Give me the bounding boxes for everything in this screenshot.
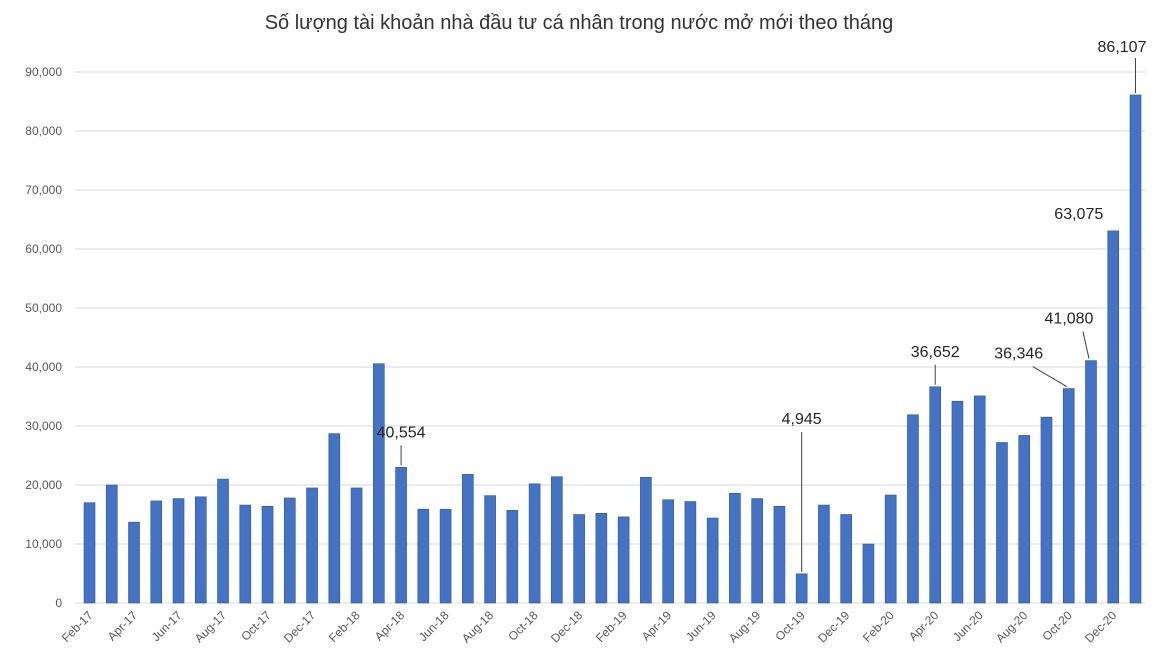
bar	[640, 477, 652, 604]
bar	[706, 517, 719, 604]
bar	[929, 386, 942, 604]
bar	[973, 395, 986, 604]
y-tick-label: 70,000	[25, 183, 62, 197]
x-tick-label: Aug-20	[993, 608, 1030, 645]
bar	[840, 514, 852, 604]
bar	[261, 505, 274, 604]
bar	[884, 494, 897, 604]
bar	[1107, 230, 1120, 604]
bar	[573, 514, 585, 604]
bar	[551, 476, 563, 604]
bar	[350, 487, 363, 604]
bar	[128, 521, 140, 604]
bar	[239, 504, 252, 604]
x-tick-label: Apr-20	[906, 608, 942, 644]
chart-title: Số lượng tài khoản nhà đầu tư cá nhân tr…	[264, 12, 894, 34]
x-tick-label: Dec-17	[281, 608, 318, 645]
bar	[194, 496, 207, 604]
x-tick-label: Aug-18	[459, 608, 496, 645]
x-tick-label: Feb-19	[593, 608, 630, 645]
x-tick-label: Apr-19	[639, 608, 675, 644]
leader-line	[1082, 331, 1090, 359]
y-tick-label: 90,000	[25, 65, 62, 79]
bar	[439, 508, 452, 604]
x-tick-label: Oct-18	[505, 608, 541, 644]
bar	[373, 363, 385, 604]
y-tick-label: 10,000	[25, 537, 62, 551]
bar	[773, 505, 786, 604]
bar	[306, 487, 318, 604]
y-tick-label: 60,000	[25, 242, 62, 256]
data-label: 40,554	[377, 424, 426, 441]
data-label: 86,107	[1098, 39, 1147, 56]
x-tick-label: Aug-17	[192, 608, 229, 645]
x-tick-label: Aug-19	[726, 608, 763, 645]
bar	[484, 495, 496, 604]
y-tick-label: 50,000	[25, 301, 62, 315]
x-tick-label: Dec-20	[1082, 608, 1119, 645]
bar	[907, 414, 919, 604]
bar	[617, 516, 630, 604]
data-label: 36,346	[994, 346, 1043, 363]
bar	[951, 400, 964, 604]
bar	[328, 433, 341, 604]
bar	[996, 442, 1008, 604]
bar	[795, 573, 808, 604]
x-tick-label: Apr-18	[372, 608, 408, 644]
x-tick-label: Oct-17	[238, 608, 274, 644]
x-tick-label: Feb-17	[59, 608, 96, 645]
data-label: 41,080	[1045, 311, 1094, 328]
y-tick-label: 0	[55, 596, 62, 610]
bar	[684, 501, 697, 604]
bar	[662, 499, 674, 604]
bar	[506, 510, 519, 604]
bar	[528, 483, 541, 604]
y-tick-label: 80,000	[25, 124, 62, 138]
data-label: 63,075	[1054, 206, 1103, 223]
bar	[283, 497, 296, 604]
y-tick-label: 20,000	[25, 478, 62, 492]
x-tick-label: Dec-19	[815, 608, 852, 645]
bar	[862, 543, 875, 604]
x-tick-label: Jun-17	[149, 608, 185, 644]
bar	[172, 498, 185, 604]
x-tick-label: Oct-19	[772, 608, 808, 644]
x-tick-label: Apr-17	[105, 608, 141, 644]
leader-line	[1032, 366, 1067, 387]
bar	[1085, 360, 1097, 604]
bar	[751, 498, 763, 604]
bar	[1062, 388, 1075, 604]
bar	[150, 500, 163, 604]
bar	[83, 502, 96, 604]
bar	[1018, 435, 1031, 604]
bar	[1129, 94, 1142, 604]
bar	[729, 492, 741, 604]
y-tick-label: 30,000	[25, 419, 62, 433]
bar	[395, 466, 407, 604]
x-tick-label: Jun-19	[683, 608, 719, 644]
x-tick-label: Feb-20	[860, 608, 897, 645]
x-tick-label: Jun-20	[950, 608, 986, 644]
x-tick-label: Jun-18	[416, 608, 452, 644]
bar	[595, 513, 608, 604]
x-tick-label: Dec-18	[548, 608, 585, 645]
y-tick-label: 40,000	[25, 360, 62, 374]
bar	[462, 474, 474, 604]
x-tick-label: Oct-20	[1039, 608, 1075, 644]
bar	[217, 478, 229, 604]
x-tick-label: Feb-18	[326, 608, 363, 645]
bar	[417, 508, 430, 604]
bar	[818, 504, 830, 604]
bar	[1040, 416, 1053, 604]
data-label: 36,652	[911, 344, 960, 361]
data-label: 4,945	[782, 411, 822, 428]
bar	[105, 484, 118, 604]
